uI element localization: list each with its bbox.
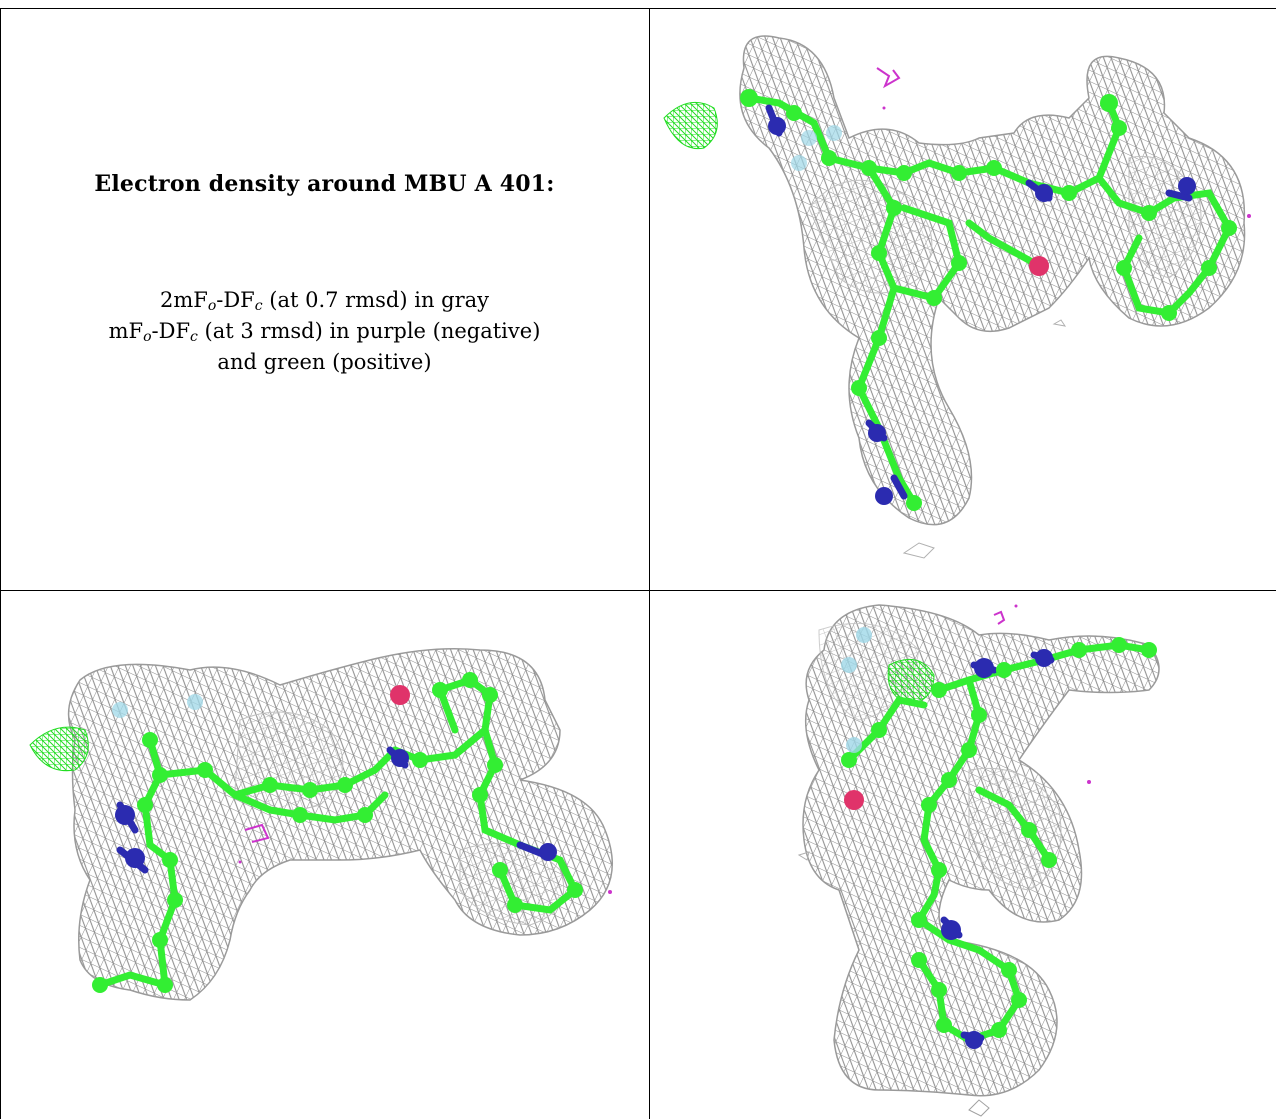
legend-line-3: and green (positive)	[217, 350, 432, 374]
map-legend: 2mFo-DFc (at 0.7 rmsd) in gray mFo-DFc (…	[109, 285, 541, 378]
border-divider-vertical	[649, 8, 650, 1119]
border-left	[0, 8, 1, 1119]
figure-title: Electron density around MBU A 401:	[94, 171, 555, 197]
border-top	[0, 8, 1276, 9]
density-view-1	[649, 8, 1276, 590]
legend-line-2: mFo-DFc (at 3 rmsd) in purple (negative)	[108, 319, 541, 345]
density-map-view-2-icon	[29, 648, 613, 1001]
density-map-view-3-icon	[797, 604, 1160, 1117]
border-divider-horizontal	[0, 590, 1276, 591]
density-map-view-1-icon	[663, 35, 1251, 559]
density-view-2	[0, 590, 649, 1119]
figure-grid: Electron density around MBU A 401: 2mFo-…	[0, 8, 1276, 1119]
legend-line-1: 2mFo-DFc (at 0.7 rmsd) in gray	[159, 288, 490, 314]
legend-panel: Electron density around MBU A 401: 2mFo-…	[0, 8, 649, 590]
density-view-3	[649, 590, 1276, 1119]
